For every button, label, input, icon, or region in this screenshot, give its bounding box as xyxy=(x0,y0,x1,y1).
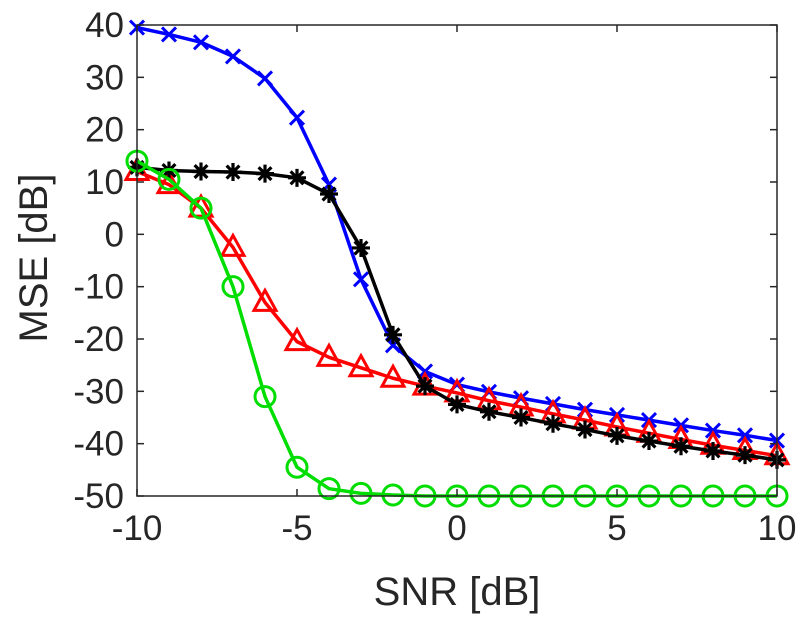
y-tick-label: 0 xyxy=(105,215,124,254)
data-point-blue-x xyxy=(352,271,370,288)
y-tick-label: -40 xyxy=(73,425,124,464)
y-tick-label: -50 xyxy=(73,477,124,516)
data-point-blue-x xyxy=(736,427,754,444)
data-point-black-star xyxy=(736,446,754,465)
data-point-green-circle xyxy=(157,167,181,191)
y-axis-label: MSE [dB] xyxy=(12,174,56,343)
data-point-black-star xyxy=(288,168,306,187)
data-point-red-triangle xyxy=(283,326,311,352)
data-point-red-triangle xyxy=(219,232,247,257)
data-point-black-star xyxy=(224,163,242,182)
data-point-green-circle xyxy=(349,481,373,505)
data-point-black-star xyxy=(416,377,434,396)
series-line-black-star xyxy=(136,165,778,462)
data-point-black-star xyxy=(256,164,274,183)
data-point-black-star xyxy=(384,325,402,344)
x-tick-label: -5 xyxy=(281,509,312,548)
y-tick-label: 40 xyxy=(85,6,124,45)
data-point-black-star xyxy=(544,414,562,433)
y-tick-label: 20 xyxy=(85,111,124,150)
data-point-black-star xyxy=(480,402,498,421)
y-tick-label: -10 xyxy=(73,268,124,307)
data-point-black-star xyxy=(512,408,530,427)
y-tick-label: -30 xyxy=(73,372,124,411)
x-tick-label: 5 xyxy=(607,509,626,548)
x-tick-label: -10 xyxy=(112,509,163,548)
data-point-black-star xyxy=(576,420,594,439)
data-point-blue-x xyxy=(160,26,178,43)
data-point-blue-x xyxy=(256,70,274,87)
data-point-green-circle xyxy=(253,385,277,409)
y-tick-label: 10 xyxy=(85,163,124,202)
data-point-black-star xyxy=(192,162,210,181)
data-point-black-star xyxy=(448,395,466,414)
x-tick-label: 10 xyxy=(758,509,797,548)
data-point-red-triangle xyxy=(315,342,343,367)
data-point-red-triangle xyxy=(379,363,407,388)
data-point-black-star xyxy=(640,432,658,451)
data-point-blue-x xyxy=(224,48,242,65)
data-point-red-triangle xyxy=(251,287,279,312)
data-point-red-triangle xyxy=(187,193,215,218)
x-tick-label: 0 xyxy=(447,509,466,548)
plot-area xyxy=(123,19,791,508)
y-tick-label: -20 xyxy=(73,320,124,359)
data-point-blue-x xyxy=(288,109,306,126)
x-axis-label: SNR [dB] xyxy=(374,570,541,614)
data-point-green-circle xyxy=(381,483,405,507)
data-point-black-star xyxy=(672,437,690,456)
data-point-red-triangle xyxy=(347,352,375,378)
data-point-blue-x xyxy=(192,34,210,51)
data-point-black-star xyxy=(704,441,722,460)
data-point-black-star xyxy=(608,426,626,445)
data-point-black-star xyxy=(352,238,370,257)
data-point-green-circle xyxy=(189,196,213,220)
data-point-black-star xyxy=(320,185,338,204)
data-point-green-circle xyxy=(317,477,341,501)
series-line-red-triangle xyxy=(136,169,778,458)
data-point-green-circle xyxy=(221,275,245,299)
y-tick-label: 30 xyxy=(85,58,124,97)
data-point-green-circle xyxy=(285,455,309,479)
